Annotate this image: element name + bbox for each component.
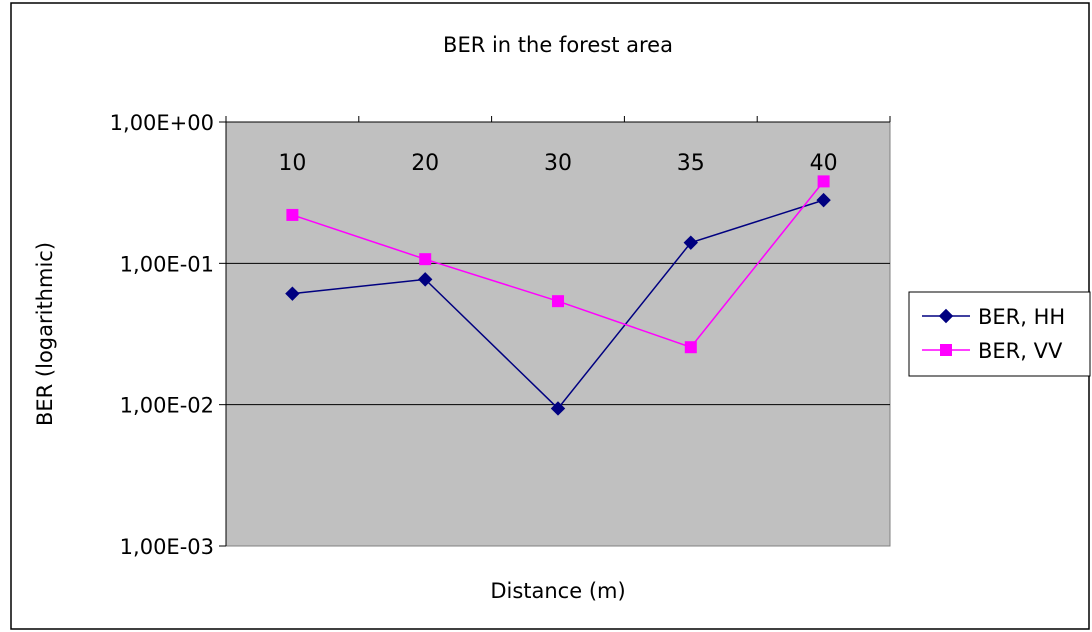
data-point bbox=[550, 401, 566, 416]
legend: BER, HH BER, VV bbox=[908, 291, 1091, 377]
series-hh bbox=[285, 192, 831, 416]
y-axis-ticks: 1,00E+00 1,00E-01 1,00E-02 1,00E-03 bbox=[110, 111, 226, 559]
chart-title: BER in the forest area bbox=[443, 33, 673, 57]
legend-label: BER, HH bbox=[978, 305, 1065, 329]
x-tick-label: 35 bbox=[677, 151, 705, 176]
legend-box bbox=[908, 291, 1091, 377]
x-axis-label: Distance (m) bbox=[490, 579, 625, 603]
y-tick-label: 1,00E-02 bbox=[120, 394, 214, 418]
legend-label: BER, VV bbox=[978, 339, 1063, 363]
y-tick-label: 1,00E-03 bbox=[120, 535, 214, 559]
data-point bbox=[817, 175, 830, 188]
data-point bbox=[816, 192, 831, 208]
x-tick-label: 40 bbox=[810, 151, 838, 176]
series-vv bbox=[286, 175, 830, 354]
data-point bbox=[286, 208, 299, 221]
data-point bbox=[683, 235, 699, 250]
data-point bbox=[684, 341, 697, 354]
y-axis-label: BER (logarithmic) bbox=[33, 242, 57, 426]
data-point bbox=[285, 286, 300, 301]
legend-items: BER, HH BER, VV bbox=[922, 305, 1065, 363]
y-tick-label: 1,00E+00 bbox=[110, 111, 214, 135]
legend-item: BER, VV bbox=[922, 339, 1063, 363]
legend-swatch-marker bbox=[940, 344, 952, 356]
x-axis-ticks: 10 20 30 35 40 bbox=[225, 116, 891, 176]
plot-area bbox=[225, 121, 891, 547]
legend-item: BER, HH bbox=[922, 305, 1065, 329]
series-layer bbox=[285, 175, 831, 416]
x-tick-label: 20 bbox=[411, 151, 439, 176]
y-tick-label: 1,00E-01 bbox=[120, 252, 214, 276]
data-point bbox=[419, 253, 432, 266]
data-point bbox=[417, 272, 433, 287]
x-tick-label: 10 bbox=[278, 151, 306, 176]
x-tick-label: 30 bbox=[544, 151, 572, 176]
legend-swatch-marker bbox=[938, 308, 954, 324]
data-point bbox=[552, 295, 564, 308]
